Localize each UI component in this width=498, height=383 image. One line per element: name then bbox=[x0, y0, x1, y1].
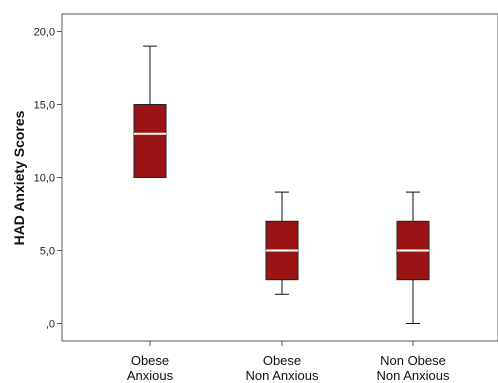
y-axis: ,0 5,0 10,0 15,0 20,0 bbox=[34, 27, 62, 330]
y-tick-label: 20,0 bbox=[34, 27, 55, 39]
box-3 bbox=[396, 191, 430, 324]
y-axis-title: HAD Anxiety Scores bbox=[11, 110, 27, 245]
y-tick-label: 5,0 bbox=[40, 245, 55, 257]
x-category-label-line1: Obese bbox=[263, 353, 301, 368]
iqr-box bbox=[133, 104, 167, 178]
x-category-label-line2: Non Anxious bbox=[246, 368, 319, 383]
y-tick-label: ,0 bbox=[46, 318, 55, 330]
x-category-label-line2: Anxious bbox=[127, 368, 174, 383]
y-tick-label: 10,0 bbox=[34, 173, 55, 185]
box-1 bbox=[133, 45, 167, 178]
y-tick-label: 15,0 bbox=[34, 100, 55, 112]
x-category-label-line2: Non Anxious bbox=[377, 368, 450, 383]
x-category-label-line1: Obese bbox=[131, 353, 169, 368]
plot-area-frame bbox=[61, 13, 498, 342]
x-category-label-line1: Non Obese bbox=[380, 353, 446, 368]
boxes-group bbox=[133, 45, 430, 324]
box-2 bbox=[265, 191, 299, 295]
